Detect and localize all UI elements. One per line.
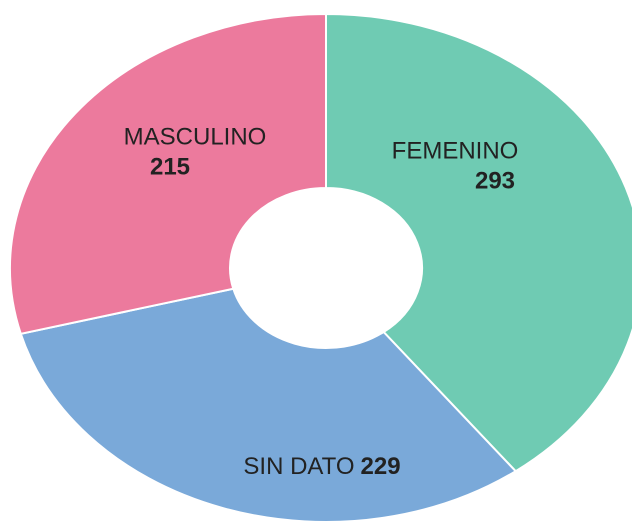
slice — [325, 12, 632, 473]
value-label: 215 — [150, 153, 190, 180]
category-label: MASCULINO — [124, 123, 267, 150]
value-label: 229 — [361, 453, 401, 480]
category-label: SIN DATO — [243, 453, 354, 480]
value-label: 293 — [475, 167, 515, 194]
slice-label: SIN DATO 229 — [243, 453, 400, 480]
slice — [19, 287, 518, 523]
category-label: FEMENINO — [392, 137, 519, 164]
slice — [9, 12, 327, 335]
